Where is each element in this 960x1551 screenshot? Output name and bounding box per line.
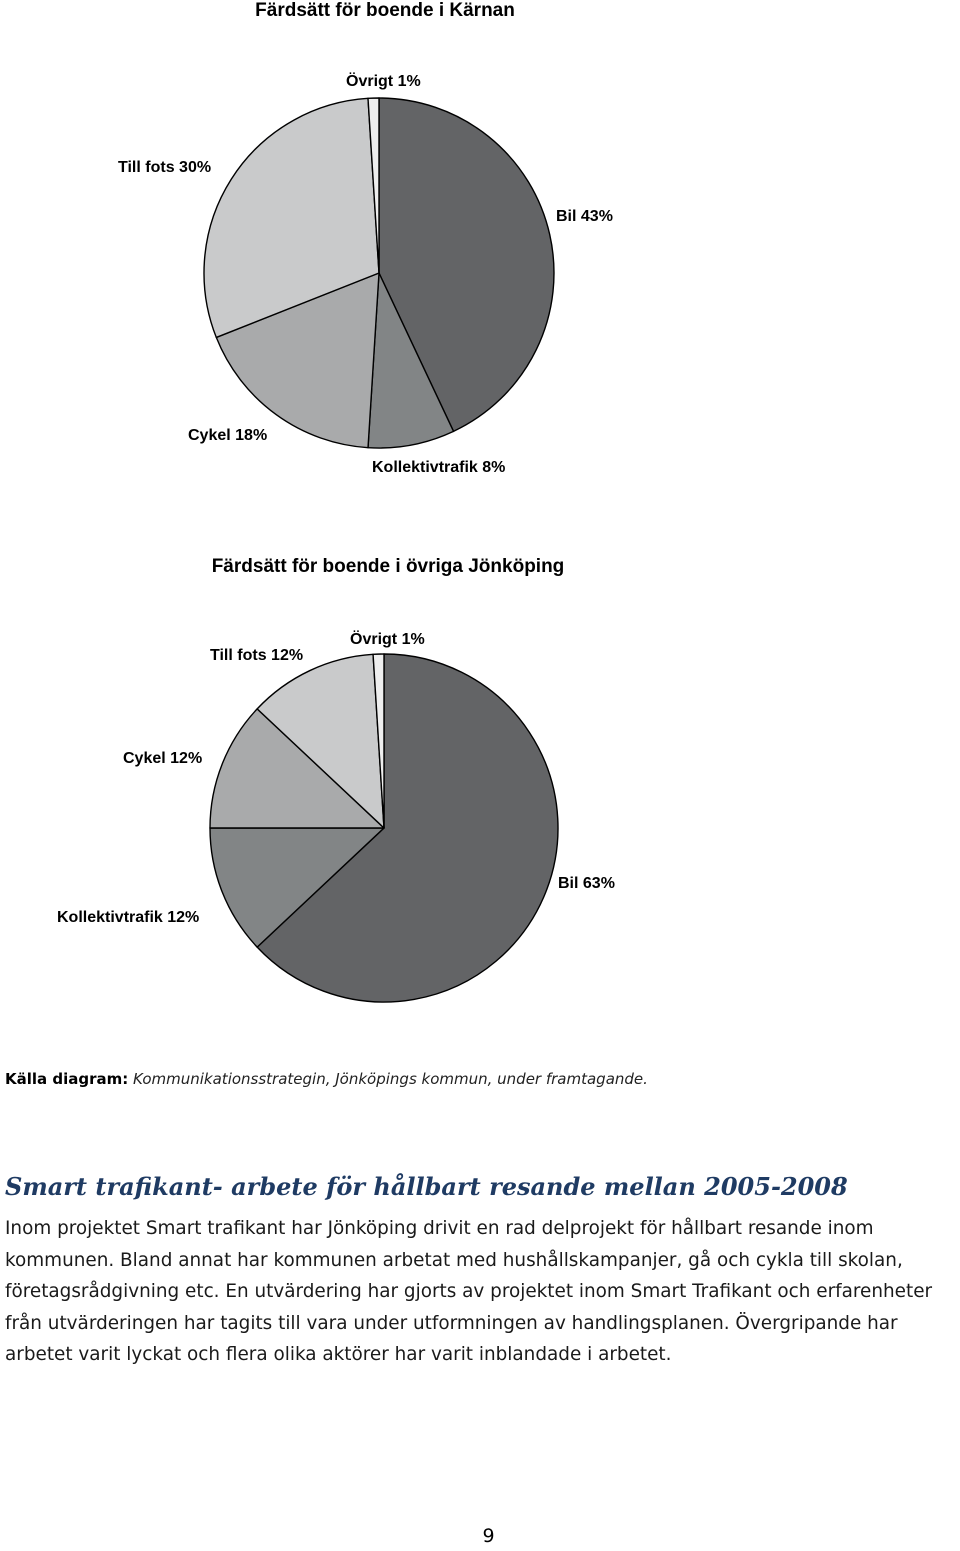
pie-slice-bil (256, 653, 559, 1003)
slice-label-till-fots: Till fots 30% (118, 159, 211, 176)
slice-label-kollektivtrafik: Kollektivtrafik 12% (57, 909, 199, 926)
chart-title: Färdsätt för boende i övriga Jönköping (211, 556, 565, 577)
pie-slice-cykel (209, 708, 385, 829)
pie-chart-ovriga-jonkoping: Färdsätt för boende i övriga Jönköping B… (0, 548, 960, 1018)
slice-label-till-fots: Till fots 12% (210, 647, 303, 664)
source-text: Kommunikationsstrategin, Jönköpings komm… (133, 1070, 648, 1088)
section-body: Inom projektet Smart trafikant har Jönkö… (5, 1218, 933, 1365)
pie-slice-cykel (215, 272, 380, 449)
pie-slice-kollektivtrafik (209, 827, 385, 948)
slice-label-cykel: Cykel 12% (123, 750, 202, 767)
pie-chart-svg: Bil 63% Kollektivtrafik 12% Cykel 12% Till … (57, 629, 615, 1003)
pie-chart-karnan: Färdsätt för boende i Kärnan Bil 43% Koll… (0, 0, 960, 520)
source-label: Källa diagram: (5, 1070, 129, 1088)
pie-slice-till-fots (256, 653, 385, 829)
section-heading: Smart trafikant- arbete för hållbart res… (5, 1172, 848, 1201)
pie-chart-svg: Bil 43% Kollektivtrafik 8% Cykel 18% Till f… (118, 71, 613, 476)
pie-slice-övrigt (367, 97, 380, 274)
pie-slice-bil (378, 97, 555, 433)
slice-label-övrigt: Övrigt 1% (346, 71, 421, 90)
slice-label-bil: Bil 63% (558, 875, 615, 892)
slice-label-cykel: Cykel 18% (188, 427, 267, 444)
chart-title: Färdsätt för boende i Kärnan (255, 0, 515, 21)
page-number: 9 (482, 1525, 495, 1547)
slice-label-övrigt: Övrigt 1% (350, 629, 425, 648)
pie-slice-till-fots (203, 97, 380, 339)
pie-slice-övrigt (372, 653, 385, 829)
slice-label-kollektivtrafik: Kollektivtrafik 8% (372, 459, 505, 476)
chart-source: Källa diagram: Kommunikationsstrategin, … (5, 1070, 648, 1088)
slice-label-bil: Bil 43% (556, 208, 613, 225)
